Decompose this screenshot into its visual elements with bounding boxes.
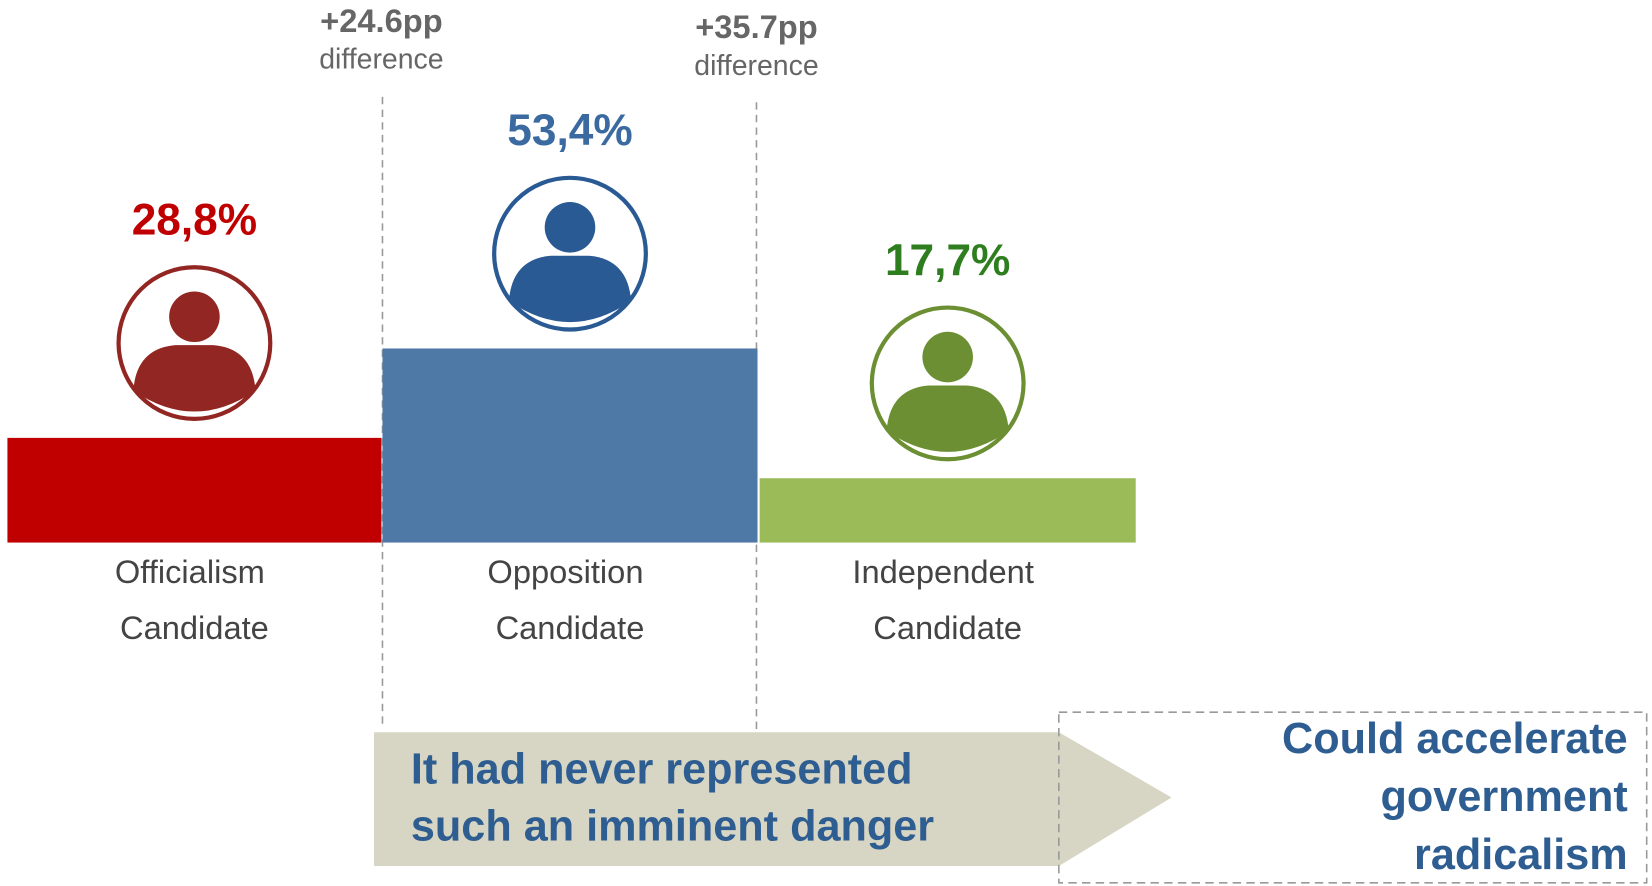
value-label: 53,4% <box>507 106 632 155</box>
arrow <box>374 732 1172 866</box>
person-icon <box>492 175 648 332</box>
category-line: Opposition <box>487 553 652 590</box>
icon-head <box>922 331 973 383</box>
bar <box>759 478 1136 543</box>
bar <box>382 348 758 543</box>
icon-head <box>544 202 596 253</box>
category-line: Independent <box>852 553 1043 590</box>
callout-box <box>1058 711 1648 884</box>
arrow-text: It had never represented <box>411 746 913 794</box>
person-icon <box>116 265 273 422</box>
arrow-text: such an imminent danger <box>411 803 934 851</box>
value-label: 28,8% <box>132 196 257 245</box>
annotation-value: +35.7pp <box>695 8 817 45</box>
bar <box>7 437 382 543</box>
category-line: Candidate <box>120 609 269 646</box>
annotation-value: +24.6pp <box>320 2 442 39</box>
icon-head <box>169 291 220 343</box>
callout-text: radicalism <box>1414 831 1628 879</box>
category-label: Officialism Candidate <box>115 553 274 646</box>
annotation-text: difference <box>694 50 818 82</box>
category-line: Candidate <box>873 609 1022 646</box>
icon-body <box>133 345 256 412</box>
category-line: Candidate <box>496 609 645 646</box>
category-label: Opposition Candidate <box>487 553 652 646</box>
icon-body <box>508 255 632 323</box>
category-line: Officialism <box>115 553 274 590</box>
annotation-text: difference <box>319 44 443 76</box>
value-label: 17,7% <box>885 236 1010 285</box>
callout-text: government <box>1381 773 1628 821</box>
category-label: Independent Candidate <box>852 553 1043 646</box>
icon-body <box>886 385 1009 452</box>
person-icon <box>869 305 1026 462</box>
callout-text: Could accelerate <box>1282 715 1628 763</box>
